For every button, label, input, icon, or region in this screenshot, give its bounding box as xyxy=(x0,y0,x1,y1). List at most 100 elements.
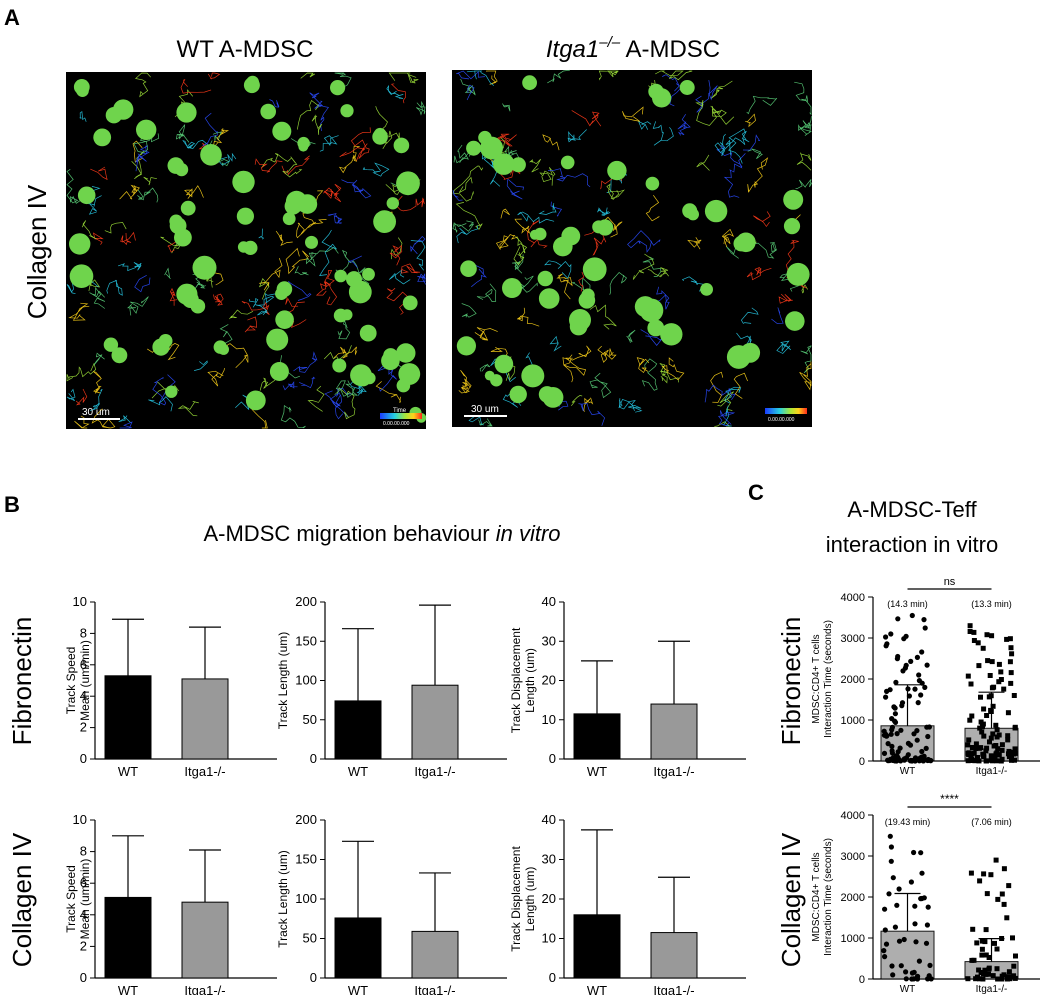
cell-blob xyxy=(169,214,183,228)
migration-track xyxy=(571,110,602,127)
migration-track xyxy=(710,371,724,403)
data-point xyxy=(978,694,983,700)
data-point xyxy=(903,633,909,639)
data-point xyxy=(909,970,916,976)
cell-blob xyxy=(103,337,119,352)
migration-track xyxy=(259,377,276,391)
bar-wt xyxy=(334,917,382,979)
data-point xyxy=(981,753,986,759)
y-axis-label: Track SpeedMean (um/min) xyxy=(64,859,92,940)
migration-track xyxy=(556,273,573,300)
bar-wt xyxy=(104,896,152,979)
cell-blob xyxy=(362,267,375,281)
y-tick-label: 200 xyxy=(295,594,317,609)
data-point xyxy=(988,753,994,759)
panel-b-title-plain: A-MDSC migration behaviour xyxy=(203,521,495,546)
data-point xyxy=(909,758,915,764)
chart-b_fn_speed: 0 2 4 6 8 10 Track SpeedMean (um/min) WT Itga1-/… xyxy=(64,594,277,779)
group-duration-label: (7.06 min) xyxy=(971,817,1012,827)
cell-blob xyxy=(396,171,420,196)
data-point xyxy=(973,976,979,982)
data-point xyxy=(883,941,890,947)
migration-track xyxy=(716,144,743,168)
data-point xyxy=(1012,757,1017,763)
migration-track xyxy=(466,84,475,101)
data-point xyxy=(924,922,931,928)
migration-track xyxy=(677,114,691,136)
migration-track xyxy=(747,157,769,193)
scale-bar-label-ko: 30 um xyxy=(471,404,499,415)
y-axis-label-line: Mean (um/min) xyxy=(78,640,92,721)
panel-b-title: A-MDSC migration behaviour in vitro xyxy=(203,521,560,546)
x-tick-label: WT xyxy=(900,984,916,995)
data-point xyxy=(1011,693,1017,698)
data-point xyxy=(989,633,995,639)
data-point xyxy=(892,924,899,930)
migration-track xyxy=(345,380,358,396)
y-tick-label: 3000 xyxy=(841,851,865,863)
migration-track xyxy=(319,229,337,276)
migration-track xyxy=(461,303,477,318)
migration-track xyxy=(256,292,278,306)
migration-track xyxy=(207,368,225,387)
migration-track xyxy=(68,302,90,321)
migration-track xyxy=(106,279,123,296)
data-point xyxy=(978,719,984,725)
cell-blob xyxy=(679,80,695,95)
data-point xyxy=(919,870,925,876)
migration-track xyxy=(249,298,268,316)
migration-track xyxy=(117,262,142,272)
cell-blob xyxy=(346,271,362,288)
migration-track xyxy=(710,105,735,125)
data-point xyxy=(924,724,930,730)
data-point xyxy=(908,879,915,885)
migration-track xyxy=(258,278,270,300)
data-point xyxy=(999,747,1005,753)
data-point xyxy=(999,742,1005,748)
cell-blob xyxy=(275,310,294,330)
migration-track xyxy=(282,381,298,391)
data-point xyxy=(969,745,975,750)
data-point xyxy=(1006,969,1012,975)
cell-blob xyxy=(298,141,309,152)
bar-wt xyxy=(104,675,152,760)
cell-blob xyxy=(484,370,495,381)
y-tick-label: 0 xyxy=(859,756,865,768)
panel-a-row-label: Collagen IV xyxy=(22,184,52,319)
y-tick-label: 0 xyxy=(549,751,556,766)
migration-track xyxy=(751,242,778,259)
data-point xyxy=(909,612,915,619)
data-point xyxy=(990,731,996,737)
migration-track xyxy=(452,220,474,233)
data-point xyxy=(896,886,902,892)
migration-track xyxy=(544,260,572,279)
migration-track xyxy=(725,130,750,156)
data-point xyxy=(971,638,977,643)
data-point xyxy=(889,716,895,722)
y-tick-label: 200 xyxy=(295,812,317,827)
data-point xyxy=(979,946,985,952)
bar-itga1 xyxy=(650,932,698,979)
migration-track xyxy=(459,79,476,96)
data-point xyxy=(989,659,995,665)
y-tick-label: 100 xyxy=(295,673,317,688)
cell-blob xyxy=(136,119,157,140)
y-tick-label: 10 xyxy=(73,812,87,827)
micrograph-ko-tracks xyxy=(452,69,813,427)
migration-track xyxy=(794,81,812,116)
migration-track xyxy=(718,410,736,427)
migration-track xyxy=(641,358,658,391)
data-point xyxy=(913,939,919,945)
migration-track xyxy=(334,380,356,398)
migration-track xyxy=(514,218,530,234)
data-point xyxy=(911,976,917,982)
cell-blob xyxy=(341,309,353,321)
cell-blob xyxy=(175,163,189,177)
migration-track xyxy=(74,415,90,429)
data-point xyxy=(881,732,888,738)
x-tick-label: WT xyxy=(348,764,368,779)
data-point xyxy=(916,672,922,678)
data-point xyxy=(965,758,971,764)
cell-blob xyxy=(529,229,540,240)
data-point xyxy=(927,962,933,969)
